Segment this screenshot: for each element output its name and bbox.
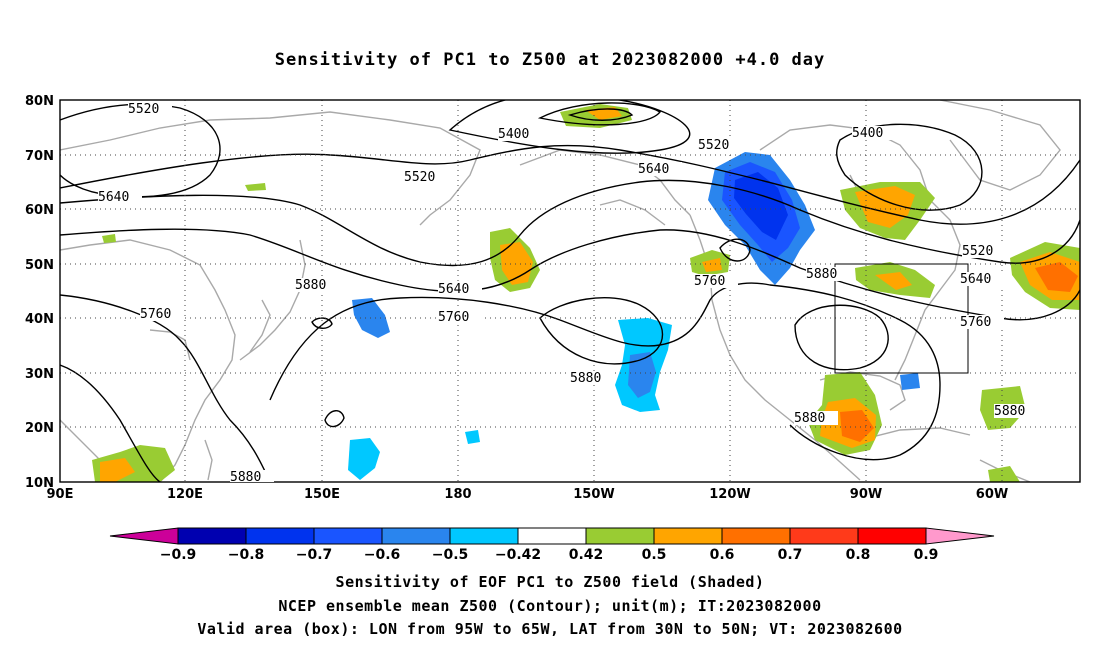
- svg-text:5760: 5760: [694, 274, 725, 289]
- svg-text:5640: 5640: [960, 272, 991, 287]
- contour-label: 5880: [794, 411, 838, 426]
- colorbar-segment: [517, 527, 587, 545]
- svg-text:5400: 5400: [498, 127, 529, 142]
- contour-label: 5880: [994, 404, 1038, 419]
- colorbar-segment: [585, 527, 655, 545]
- svg-text:5880: 5880: [794, 411, 825, 426]
- lat-label: 50N: [25, 258, 54, 273]
- lat-label: 30N: [25, 367, 54, 382]
- colorbar-tick-label: −0.5: [432, 547, 469, 563]
- colorbar-segment: [721, 527, 791, 545]
- lon-label: 180: [444, 487, 471, 502]
- lat-label: 40N: [25, 312, 54, 327]
- lon-label: 150E: [304, 487, 340, 502]
- contour-label: 5400: [498, 127, 542, 142]
- lon-label: 90E: [47, 487, 74, 502]
- svg-text:5520: 5520: [404, 170, 435, 185]
- svg-text:5640: 5640: [638, 162, 669, 177]
- svg-text:5760: 5760: [960, 315, 991, 330]
- svg-text:5640: 5640: [98, 190, 129, 205]
- lon-label: 120W: [709, 487, 750, 502]
- colorbar-tick-label: 0.5: [642, 547, 667, 563]
- colorbar-segment: [857, 527, 927, 545]
- svg-text:5520: 5520: [962, 244, 993, 259]
- contour-label: 5880: [230, 470, 274, 485]
- contour-labels: 5520 5400 5520 5400 5640 5520 5520 5640 …: [98, 102, 1038, 485]
- lon-label: 90W: [850, 487, 882, 502]
- colorbar-segment: [381, 527, 451, 545]
- lat-label: 20N: [25, 421, 54, 436]
- contour-label: 5760: [960, 315, 1004, 330]
- contour-label: 5400: [852, 126, 896, 141]
- colorbar-segment: [789, 527, 859, 545]
- colorbar: −0.9 −0.8 −0.7 −0.6 −0.5 −0.42 0.42 0.5 0.6 0.7 0.…: [109, 527, 995, 563]
- colorbar-tick-label: 0.8: [846, 547, 871, 563]
- lat-label: 70N: [25, 149, 54, 164]
- lat-label: 10N: [25, 476, 54, 491]
- colorbar-tick-label: −0.8: [228, 547, 265, 563]
- lon-label: 60W: [976, 487, 1008, 502]
- svg-text:5880: 5880: [230, 470, 261, 485]
- colorbar-upper-extension: [925, 527, 995, 545]
- chart-title: Sensitivity of PC1 to Z500 at 2023082000…: [274, 50, 826, 70]
- svg-text:5520: 5520: [698, 138, 729, 153]
- colorbar-tick-label: 0.7: [778, 547, 803, 563]
- colorbar-segment: [245, 527, 315, 545]
- colorbar-tick-label: 0.42: [569, 547, 604, 563]
- lon-label: 150W: [573, 487, 614, 502]
- contour-label: 5880: [295, 278, 339, 293]
- contour-label: 5880: [570, 371, 614, 386]
- caption-valid-area: Valid area (box): LON from 95W to 65W, L…: [197, 620, 903, 638]
- contour-label: 5880: [806, 267, 850, 282]
- colorbar-tick-label: −0.9: [160, 547, 197, 563]
- colorbar-segment: [313, 527, 383, 545]
- contour-label: 5520: [404, 170, 448, 185]
- svg-text:5880: 5880: [570, 371, 601, 386]
- colorbar-tick-label: 0.9: [914, 547, 939, 563]
- colorbar-tick-label: −0.7: [296, 547, 333, 563]
- contour-label: 5640: [98, 190, 142, 205]
- caption-shading: Sensitivity of EOF PC1 to Z500 field (Sh…: [335, 573, 765, 591]
- lat-label: 60N: [25, 203, 54, 218]
- svg-text:5880: 5880: [806, 267, 837, 282]
- contour-label: 5760: [694, 274, 738, 289]
- colorbar-segment: [449, 527, 519, 545]
- svg-text:5880: 5880: [295, 278, 326, 293]
- map-frame: [59, 99, 1081, 483]
- contour-label: 5760: [438, 310, 482, 325]
- colorbar-tick-label: −0.42: [495, 547, 541, 563]
- colorbar-segment: [653, 527, 723, 545]
- svg-text:5640: 5640: [438, 282, 469, 297]
- lat-label: 80N: [25, 94, 54, 109]
- contour-label: 5640: [438, 282, 482, 297]
- latitude-labels: 80N 70N 60N 50N 40N 30N 20N 10N: [25, 94, 54, 491]
- contour-label: 5640: [638, 162, 682, 177]
- contour-label: 5520: [698, 138, 742, 153]
- colorbar-segment: [177, 527, 247, 545]
- contour-label: 5760: [140, 307, 184, 322]
- colorbar-tick-label: 0.6: [710, 547, 735, 563]
- svg-text:5880: 5880: [994, 404, 1025, 419]
- caption-contour: NCEP ensemble mean Z500 (Contour); unit(…: [278, 597, 822, 615]
- lon-label: 120E: [167, 487, 203, 502]
- svg-text:5400: 5400: [852, 126, 883, 141]
- contour-label: 5520: [128, 102, 172, 117]
- contour-label: 5640: [960, 272, 1004, 287]
- colorbar-tick-label: −0.6: [364, 547, 401, 563]
- longitude-labels: 90E 120E 150E 180 150W 120W 90W 60W: [47, 487, 1009, 502]
- contour-label: 5520: [962, 244, 1006, 259]
- svg-text:5520: 5520: [128, 102, 159, 117]
- svg-text:5760: 5760: [438, 310, 469, 325]
- colorbar-lower-extension: [109, 527, 179, 545]
- svg-text:5760: 5760: [140, 307, 171, 322]
